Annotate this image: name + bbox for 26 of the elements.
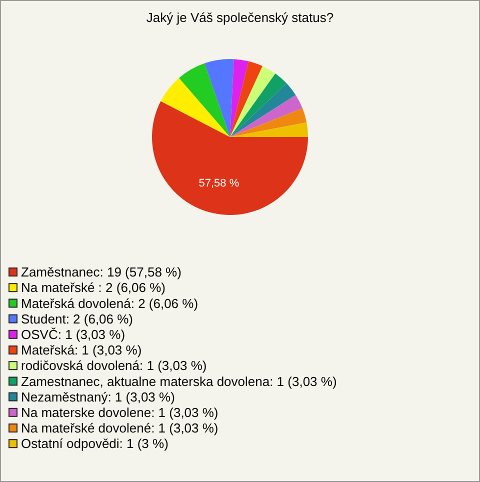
legend-label: rodičovská dovolená: 1 (3,03 %): [21, 358, 207, 374]
pie-slice: [230, 122, 308, 137]
pie-slice: [230, 59, 249, 137]
pie-slice: [230, 94, 302, 137]
legend-label: Na mateřské : 2 (6,06 %): [21, 280, 166, 296]
legend-label: Na materske dovolene: 1 (3,03 %): [21, 404, 218, 420]
pie-slice: [230, 108, 307, 137]
pie-slice: [230, 74, 287, 137]
pie-slice: [230, 61, 263, 137]
pie-slice: [160, 78, 230, 137]
legend-label: Ostatní odpovědi: 1 (3 %): [21, 436, 168, 452]
legend-label: Zamestnanec, aktualne materska dovolena: 1 (3,03 %): [21, 374, 337, 389]
chart-title: Jaký je Váš společenský status?: [146, 10, 334, 25]
legend-label: Student: 2 (6,06 %): [21, 311, 134, 326]
legend-label: Zaměstnanec: 19 (57,58 %): [21, 264, 182, 280]
pie-slice: [204, 59, 234, 137]
pie-slice: [230, 66, 276, 137]
legend-label: Na mateřské dovolené: 1 (3,03 %): [21, 420, 218, 436]
legend-label: Nezaměstnaný: 1 (3,03 %): [21, 389, 175, 404]
pie-slice: [179, 63, 230, 137]
pie-slice: [230, 83, 296, 137]
legend-label: Mateřská dovolená: 2 (6,06 %): [21, 296, 198, 311]
legend-label: OSVČ: 1 (3,03 %): [21, 326, 126, 342]
data-label: 57,58 %: [198, 177, 240, 190]
pie-slice: [152, 101, 308, 215]
legend-label: Mateřská: 1 (3,03 %): [21, 342, 142, 358]
